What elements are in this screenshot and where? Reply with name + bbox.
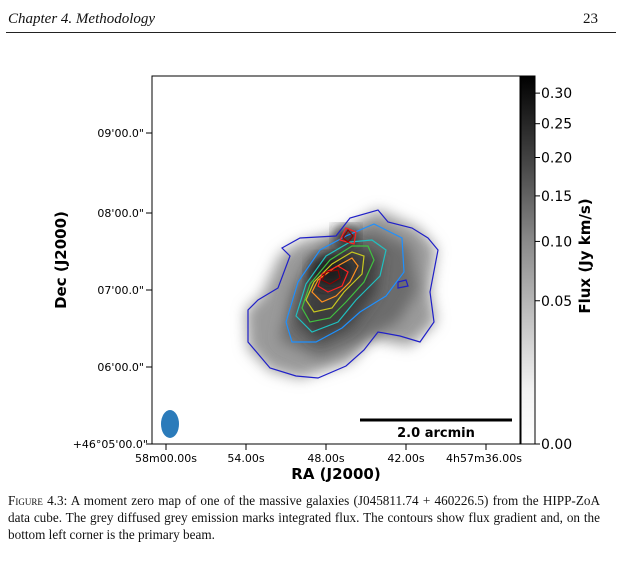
contour-2 [285, 223, 405, 343]
x-axis: 58m00.00s 54.00s 48.00s 42.00s 4h57m36.0… [135, 444, 522, 483]
colorbar-tick-label: 0.05 [541, 294, 572, 310]
x-tick-label: 42.00s [387, 452, 424, 465]
contour-1 [247, 209, 439, 379]
moment-zero-map: 2.0 arcmin 09'00.0" 08'00.0" 07'00.0" 06… [52, 75, 594, 483]
colorbar-tick-label: 0.15 [541, 189, 572, 205]
colorbar-tick-label: 0.30 [541, 86, 572, 102]
contour-3 [295, 239, 387, 333]
x-tick-label: 54.00s [227, 452, 264, 465]
colorbar-tick-label: 0.25 [541, 117, 572, 133]
contour-8b [342, 228, 354, 243]
contour-8a [321, 269, 341, 285]
y-tick-label: 08'00.0" [97, 207, 144, 220]
y-axis: 09'00.0" 08'00.0" 07'00.0" 06'00.0" +46°… [52, 127, 152, 451]
figure-label: Figure 4.3: [8, 493, 68, 508]
flux-contours [247, 209, 439, 379]
scale-bar-label: 2.0 arcmin [397, 426, 475, 441]
figure-caption: Figure 4.3: A moment zero map of one of … [8, 492, 600, 543]
contour-1b [397, 279, 409, 289]
x-tick-label: 4h57m36.00s [446, 452, 522, 465]
caption-text: A moment zero map of one of the massive … [8, 493, 600, 542]
chapter-header: Chapter 4. Methodology [8, 11, 156, 27]
contour-7a [317, 265, 349, 293]
colorbar-tick-label: 0.20 [541, 151, 572, 167]
colorbar-label: Flux (Jy km/s) [576, 198, 594, 313]
colorbar-tick-label: 0.10 [541, 234, 572, 250]
page-number: 23 [583, 11, 598, 27]
x-tick-label: 48.00s [307, 452, 344, 465]
x-tick-label: 58m00.00s [135, 452, 197, 465]
colorbar: 0.30 0.25 0.20 0.15 0.10 0.05 0.00 Flux (Jy km… [520, 75, 594, 453]
y-tick-label: 06'00.0" [97, 361, 144, 374]
primary-beam [161, 410, 179, 438]
y-tick-label: 07'00.0" [97, 284, 144, 297]
y-tick-label: +46°05'00.0" [73, 438, 148, 451]
header-rule [6, 32, 616, 33]
colorbar-gradient [520, 75, 536, 445]
x-axis-label: RA (J2000) [291, 465, 380, 483]
colorbar-tick-label: 0.00 [541, 437, 572, 453]
y-tick-label: 09'00.0" [97, 127, 144, 140]
y-axis-label: Dec (J2000) [52, 211, 70, 309]
contour-4 [301, 245, 375, 323]
contour-7b [339, 227, 357, 245]
moment-zero-figure: 2.0 arcmin 09'00.0" 08'00.0" 07'00.0" 06… [0, 60, 622, 490]
page-header: Chapter 4. Methodology 23 [8, 2, 598, 28]
